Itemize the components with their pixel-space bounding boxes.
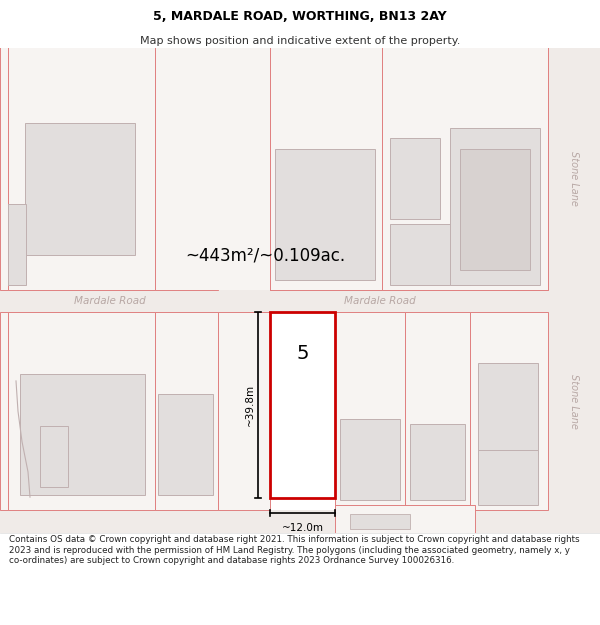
- Text: 5, MARDALE ROAD, WORTHING, BN13 2AY: 5, MARDALE ROAD, WORTHING, BN13 2AY: [153, 11, 447, 24]
- Bar: [350, 514, 410, 529]
- Bar: [158, 394, 213, 495]
- Bar: [0, 48, 8, 290]
- Bar: [8, 312, 155, 510]
- Bar: [40, 426, 68, 487]
- Text: 5: 5: [296, 344, 309, 362]
- Text: ~12.0m: ~12.0m: [281, 523, 323, 533]
- Bar: [410, 424, 465, 500]
- Bar: [460, 149, 530, 270]
- Text: Map shows position and indicative extent of the property.: Map shows position and indicative extent…: [140, 36, 460, 46]
- Bar: [405, 312, 470, 510]
- Bar: [390, 224, 470, 285]
- Bar: [390, 138, 440, 219]
- Bar: [0, 290, 548, 312]
- Bar: [450, 128, 540, 285]
- Bar: [155, 312, 218, 510]
- Bar: [155, 48, 218, 290]
- Text: ~39.8m: ~39.8m: [245, 384, 255, 426]
- Bar: [8, 204, 26, 285]
- Text: Mardale Road: Mardale Road: [344, 296, 416, 306]
- Bar: [335, 312, 405, 510]
- Bar: [270, 48, 382, 290]
- Text: Contains OS data © Crown copyright and database right 2021. This information is : Contains OS data © Crown copyright and d…: [9, 535, 580, 565]
- Bar: [335, 505, 475, 532]
- Bar: [270, 48, 548, 290]
- Bar: [548, 48, 600, 532]
- Bar: [0, 510, 548, 532]
- Bar: [218, 312, 270, 510]
- Bar: [218, 48, 270, 290]
- Bar: [25, 123, 135, 254]
- Bar: [478, 362, 538, 454]
- Bar: [340, 419, 400, 500]
- Bar: [270, 312, 335, 498]
- Text: Stone Lane: Stone Lane: [569, 374, 579, 429]
- Text: Stone Lane: Stone Lane: [569, 151, 579, 206]
- Bar: [8, 48, 155, 290]
- Bar: [478, 449, 538, 505]
- Bar: [275, 149, 375, 280]
- Bar: [20, 374, 145, 495]
- Bar: [382, 48, 548, 290]
- Text: Mardale Road: Mardale Road: [74, 296, 146, 306]
- Bar: [470, 312, 548, 510]
- Bar: [0, 312, 8, 510]
- Text: ~443m²/~0.109ac.: ~443m²/~0.109ac.: [185, 247, 345, 265]
